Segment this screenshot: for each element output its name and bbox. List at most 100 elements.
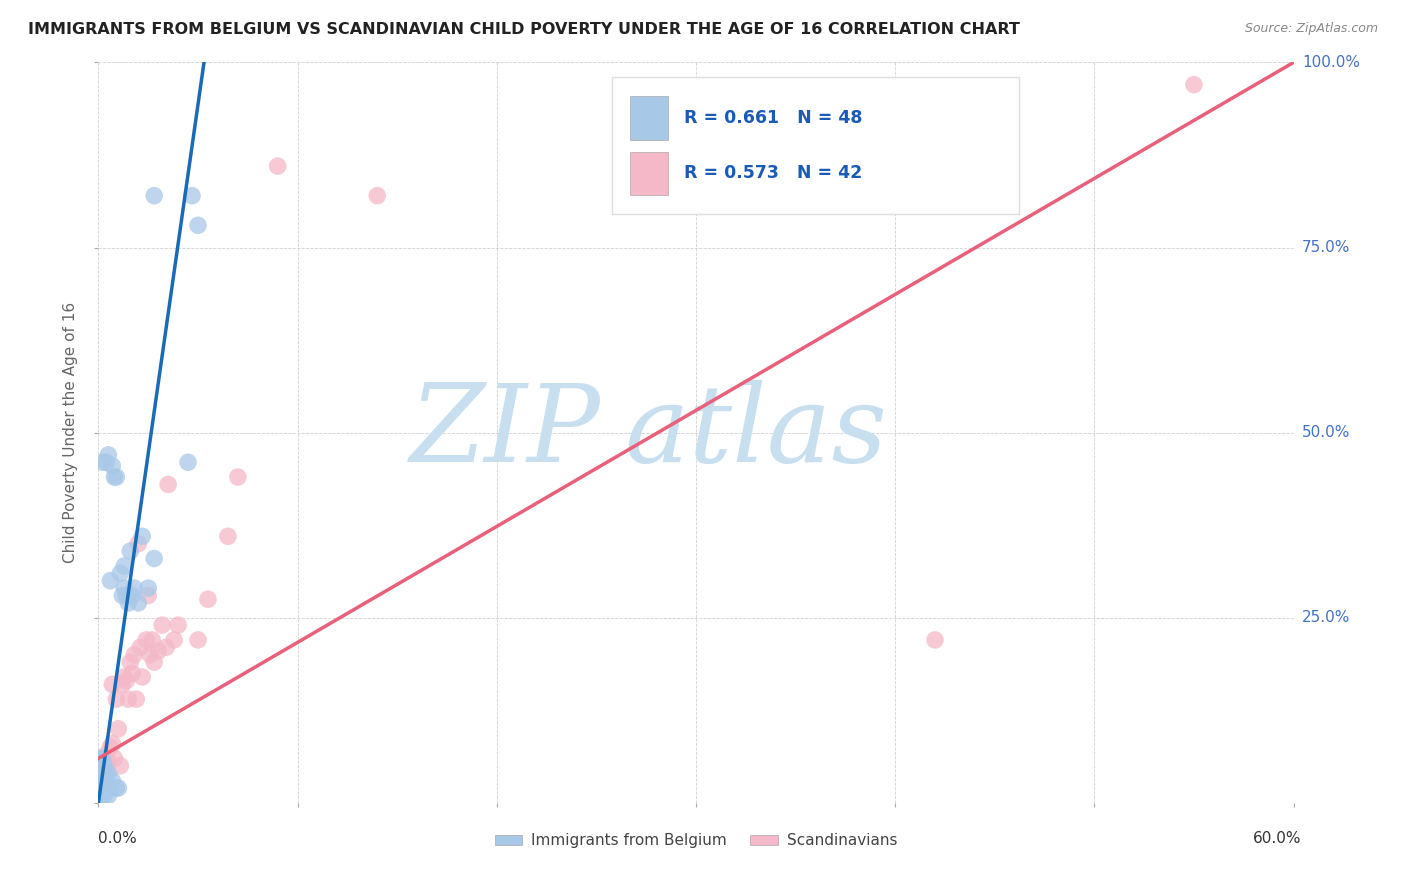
Point <box>105 780 128 795</box>
Point <box>96 455 118 469</box>
Point <box>1182 78 1205 92</box>
Point <box>89 751 111 765</box>
FancyBboxPatch shape <box>613 78 1019 214</box>
Point <box>110 566 132 581</box>
Point <box>101 737 124 751</box>
Point <box>89 758 111 772</box>
Point <box>115 673 138 688</box>
Point <box>93 785 115 799</box>
Point <box>181 188 204 202</box>
Text: 50.0%: 50.0% <box>1302 425 1350 440</box>
Point <box>89 780 111 795</box>
Point <box>135 632 157 647</box>
Point <box>148 644 170 658</box>
Point <box>97 755 120 769</box>
Point <box>120 655 142 669</box>
Point <box>124 581 146 595</box>
Point <box>177 455 200 469</box>
Text: 25.0%: 25.0% <box>1302 610 1350 625</box>
Text: R = 0.573   N = 42: R = 0.573 N = 42 <box>685 164 862 183</box>
Point <box>91 455 114 469</box>
Point <box>93 758 115 772</box>
Point <box>187 632 209 647</box>
FancyBboxPatch shape <box>630 152 668 195</box>
Point <box>129 640 152 655</box>
Point <box>103 470 125 484</box>
Point <box>121 589 143 603</box>
Y-axis label: Child Poverty Under the Age of 16: Child Poverty Under the Age of 16 <box>63 302 79 563</box>
Point <box>139 648 162 662</box>
Point <box>141 632 163 647</box>
Point <box>112 670 135 684</box>
Point <box>127 536 149 550</box>
FancyBboxPatch shape <box>630 96 668 140</box>
Text: 75.0%: 75.0% <box>1302 240 1350 255</box>
Point <box>90 780 112 795</box>
Point <box>267 159 290 173</box>
Point <box>121 666 143 681</box>
Point <box>150 618 173 632</box>
Point <box>98 574 122 588</box>
Point <box>226 470 249 484</box>
Point <box>127 596 149 610</box>
Text: 100.0%: 100.0% <box>1302 55 1360 70</box>
Point <box>117 692 139 706</box>
Text: IMMIGRANTS FROM BELGIUM VS SCANDINAVIAN CHILD POVERTY UNDER THE AGE OF 16 CORREL: IMMIGRANTS FROM BELGIUM VS SCANDINAVIAN … <box>28 22 1019 37</box>
Text: Source: ZipAtlas.com: Source: ZipAtlas.com <box>1244 22 1378 36</box>
Point <box>91 766 114 780</box>
Point <box>93 770 115 784</box>
Point <box>101 458 124 473</box>
Point <box>107 722 129 736</box>
Point <box>93 789 115 803</box>
Point <box>89 773 111 788</box>
Point <box>157 477 180 491</box>
Point <box>93 758 115 772</box>
Point <box>112 581 135 595</box>
Point <box>131 670 153 684</box>
Point <box>366 188 388 202</box>
Point <box>97 766 120 780</box>
Point <box>89 796 111 810</box>
Text: 0.0%: 0.0% <box>98 830 138 846</box>
Point <box>117 596 139 610</box>
Point <box>131 529 153 543</box>
Point <box>124 648 146 662</box>
Point <box>167 618 190 632</box>
Point <box>155 640 177 655</box>
Point <box>111 677 134 691</box>
Legend: Immigrants from Belgium, Scandinavians: Immigrants from Belgium, Scandinavians <box>489 827 903 855</box>
Point <box>197 592 219 607</box>
Point <box>91 751 114 765</box>
Point <box>91 780 114 795</box>
Point <box>97 448 120 462</box>
Point <box>924 632 946 647</box>
Point <box>163 632 186 647</box>
Point <box>187 219 209 233</box>
Point <box>96 747 118 762</box>
Text: ZIP: ZIP <box>409 380 600 485</box>
Point <box>105 692 128 706</box>
Point <box>91 766 114 780</box>
Text: 60.0%: 60.0% <box>1253 830 1302 846</box>
Point <box>136 589 159 603</box>
Point <box>96 780 118 795</box>
Point <box>89 789 111 803</box>
Point <box>98 780 122 795</box>
Point <box>96 766 118 780</box>
Point <box>143 551 166 566</box>
Point <box>93 780 115 795</box>
Point <box>143 655 166 669</box>
Point <box>112 558 135 573</box>
Point <box>120 544 142 558</box>
Text: atlas: atlas <box>624 380 887 485</box>
Point <box>103 751 125 765</box>
Point <box>125 692 148 706</box>
Point <box>143 188 166 202</box>
Point <box>105 470 128 484</box>
Point <box>101 773 124 788</box>
Point <box>97 789 120 803</box>
Point <box>136 581 159 595</box>
Point <box>91 789 114 803</box>
Point <box>101 677 124 691</box>
Point <box>110 758 132 772</box>
